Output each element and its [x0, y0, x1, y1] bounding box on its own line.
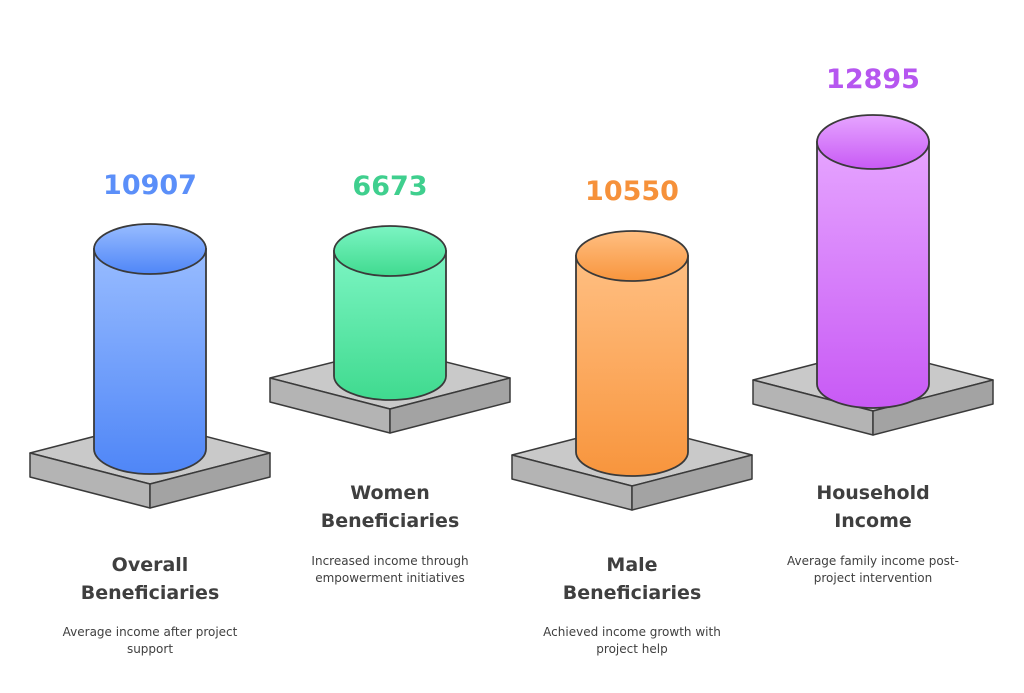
description-line-2: project help — [596, 642, 667, 656]
cylinder — [816, 114, 930, 409]
description-line-2: empowerment initiatives — [315, 571, 465, 585]
title-line-2: Income — [834, 510, 912, 532]
description-line-1: Average family income post- — [787, 554, 959, 568]
column-women-beneficiaries: 6673 Women Beneficiaries Increased incom… — [269, 171, 511, 585]
title-line-1: Male — [606, 554, 657, 576]
description-line-1: Achieved income growth with — [543, 625, 721, 639]
title-line-2: Beneficiaries — [321, 510, 460, 532]
column-overall-beneficiaries: 10907 Overall Beneficiaries Average inco… — [29, 170, 271, 656]
value-label: 6673 — [352, 171, 427, 202]
title-line-1: Overall — [112, 554, 189, 576]
value-label: 10907 — [103, 170, 197, 201]
column-household-income: 12895 Household Income Average family in… — [752, 64, 994, 585]
cylinder — [575, 230, 689, 477]
description-line-1: Average income after project — [63, 625, 238, 639]
cylinder — [333, 225, 447, 401]
value-label: 12895 — [826, 64, 920, 95]
description-line-1: Increased income through — [311, 554, 468, 568]
cylinder — [93, 223, 207, 475]
description-line-2: support — [127, 642, 173, 656]
column-male-beneficiaries: 10550 Male Beneficiaries Achieved income… — [511, 176, 753, 656]
title-line-2: Beneficiaries — [563, 582, 702, 604]
value-label: 10550 — [585, 176, 679, 207]
title-line-1: Women — [350, 482, 430, 504]
description-line-2: project intervention — [814, 571, 933, 585]
title-line-1: Household — [816, 482, 929, 504]
title-line-2: Beneficiaries — [81, 582, 220, 604]
